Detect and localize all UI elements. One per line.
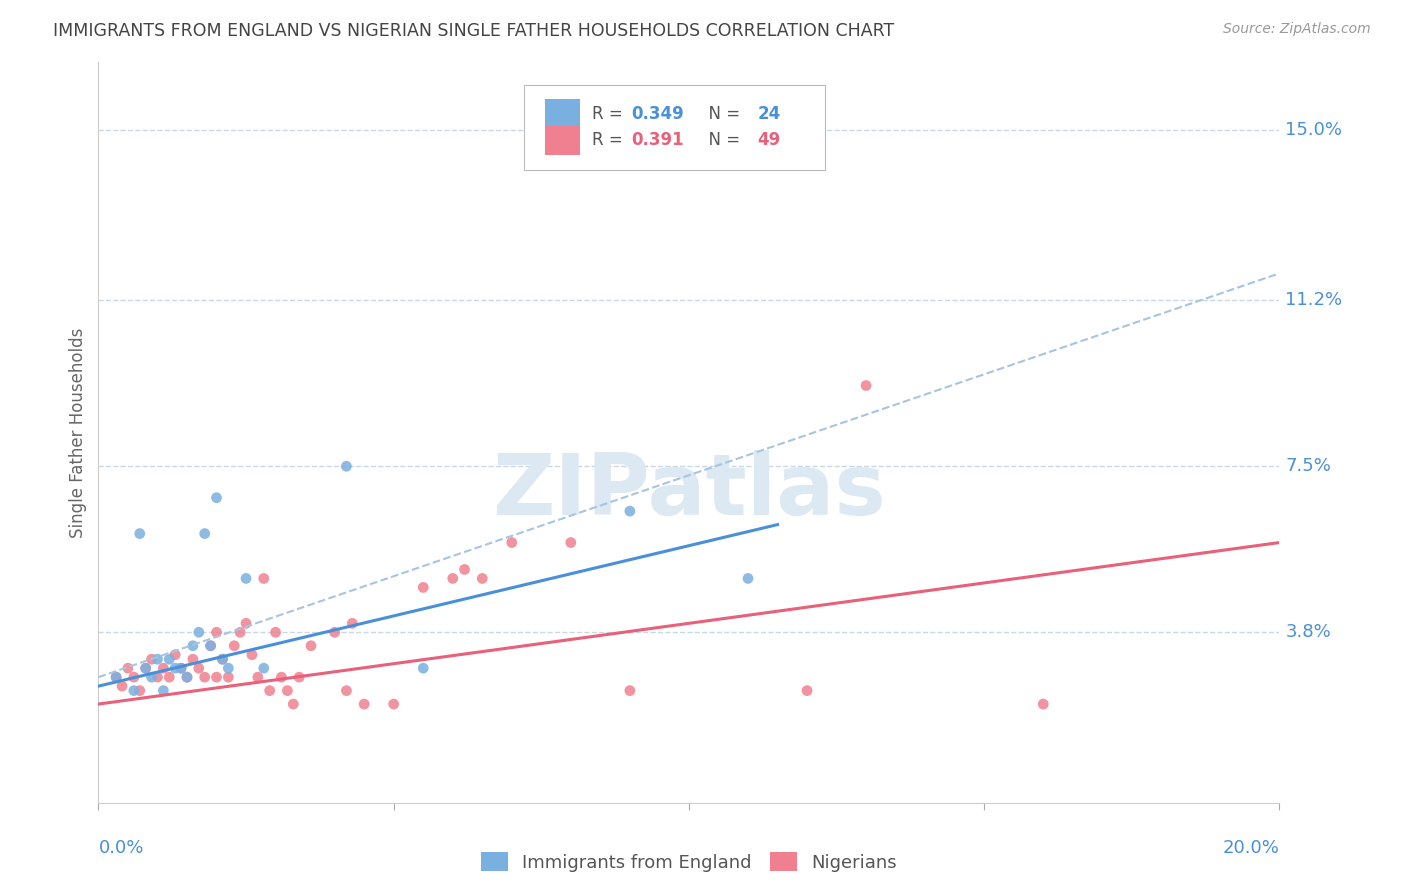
Point	[205, 670, 228, 684]
Point	[283, 697, 305, 711]
Point	[157, 652, 180, 666]
Text: N =: N =	[699, 131, 745, 149]
Point	[412, 661, 434, 675]
Text: 7.5%: 7.5%	[1285, 458, 1331, 475]
Point	[111, 679, 134, 693]
Point	[105, 670, 128, 684]
Point	[619, 683, 641, 698]
Text: ZIPatlas: ZIPatlas	[492, 450, 886, 533]
Point	[560, 535, 582, 549]
Point	[165, 661, 187, 675]
Point	[253, 661, 276, 675]
Point	[176, 670, 198, 684]
Legend: Immigrants from England, Nigerians: Immigrants from England, Nigerians	[474, 845, 904, 879]
Point	[194, 526, 217, 541]
Point	[342, 616, 364, 631]
Point	[170, 661, 193, 675]
Point	[181, 639, 204, 653]
Point	[135, 661, 157, 675]
Point	[246, 670, 269, 684]
Point	[471, 571, 494, 585]
Point	[205, 491, 228, 505]
Y-axis label: Single Father Households: Single Father Households	[69, 327, 87, 538]
Point	[299, 639, 322, 653]
Point	[211, 652, 233, 666]
Point	[235, 616, 257, 631]
Text: 15.0%: 15.0%	[1285, 120, 1343, 139]
Point	[205, 625, 228, 640]
Point	[152, 683, 174, 698]
Point	[122, 683, 145, 698]
Text: Source: ZipAtlas.com: Source: ZipAtlas.com	[1223, 22, 1371, 37]
Point	[170, 661, 193, 675]
Point	[335, 683, 357, 698]
Point	[217, 670, 239, 684]
Bar	[546, 126, 581, 155]
Point	[128, 526, 150, 541]
Point	[501, 535, 523, 549]
Point	[122, 670, 145, 684]
Point	[288, 670, 311, 684]
Text: 0.349: 0.349	[631, 105, 683, 123]
Point	[194, 670, 217, 684]
Point	[211, 652, 233, 666]
Point	[141, 670, 163, 684]
Bar	[523, 85, 825, 169]
Point	[441, 571, 464, 585]
Point	[270, 670, 292, 684]
Point	[157, 670, 180, 684]
Point	[146, 652, 169, 666]
Text: 20.0%: 20.0%	[1223, 838, 1279, 856]
Point	[276, 683, 298, 698]
Point	[619, 504, 641, 518]
Text: R =: R =	[592, 131, 628, 149]
Point	[135, 661, 157, 675]
Point	[105, 670, 128, 684]
Text: 0.391: 0.391	[631, 131, 683, 149]
Text: IMMIGRANTS FROM ENGLAND VS NIGERIAN SINGLE FATHER HOUSEHOLDS CORRELATION CHART: IMMIGRANTS FROM ENGLAND VS NIGERIAN SING…	[53, 22, 894, 40]
Point	[187, 625, 209, 640]
Text: R =: R =	[592, 105, 628, 123]
Text: N =: N =	[699, 105, 745, 123]
Text: 3.8%: 3.8%	[1285, 624, 1331, 641]
Point	[737, 571, 759, 585]
Point	[382, 697, 405, 711]
Point	[217, 661, 239, 675]
Text: 0.0%: 0.0%	[98, 838, 143, 856]
Point	[323, 625, 346, 640]
Point	[453, 562, 475, 576]
Point	[165, 648, 187, 662]
Point	[200, 639, 222, 653]
Point	[224, 639, 246, 653]
Point	[353, 697, 375, 711]
Point	[229, 625, 252, 640]
Point	[855, 378, 877, 392]
Point	[235, 571, 257, 585]
Point	[1032, 697, 1054, 711]
Point	[253, 571, 276, 585]
Point	[187, 661, 209, 675]
Point	[412, 581, 434, 595]
Point	[176, 670, 198, 684]
Point	[335, 459, 357, 474]
Point	[796, 683, 818, 698]
Text: 24: 24	[758, 105, 780, 123]
Point	[240, 648, 263, 662]
Point	[259, 683, 281, 698]
Text: 11.2%: 11.2%	[1285, 292, 1343, 310]
Text: 49: 49	[758, 131, 780, 149]
Point	[152, 661, 174, 675]
Point	[117, 661, 139, 675]
Point	[200, 639, 222, 653]
Point	[128, 683, 150, 698]
Point	[181, 652, 204, 666]
Point	[264, 625, 287, 640]
Point	[141, 652, 163, 666]
Bar	[546, 100, 581, 129]
Point	[146, 670, 169, 684]
